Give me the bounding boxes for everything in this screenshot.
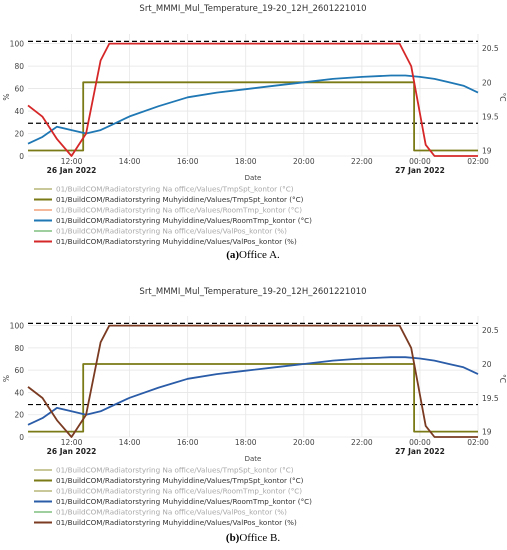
x-tick-label: 22:00	[351, 438, 373, 447]
x-tick-label: 18:00	[235, 157, 257, 166]
legend-entry: 01/BuildCOM/Radiatorstyring Muhyiddine/V…	[56, 216, 312, 225]
caption-label: (b)	[226, 532, 240, 544]
y-tick-label-right: 19.5	[482, 112, 499, 121]
y-tick-label-left: 80	[14, 344, 24, 353]
x-tick-label: 22:00	[351, 157, 373, 166]
figure-caption: (a)Office A.	[226, 249, 280, 261]
y-tick-label-left: 60	[14, 85, 24, 94]
y-tick-label-left: 20	[14, 130, 24, 139]
x-tick-label: 14:00	[119, 157, 141, 166]
chart-panel-a: Srt_MMMI_Mul_Temperature_19-20_12H_26012…	[2, 4, 507, 261]
y-tick-label-right: 20.5	[482, 44, 499, 53]
chart-title: Srt_MMMI_Mul_Temperature_19-20_12H_26012…	[139, 287, 366, 297]
series-line-3	[27, 356, 479, 426]
y-tick-label-left: 20	[14, 411, 24, 420]
legend-entry: 01/BuildCOM/Radiatorstyring Na office/Va…	[56, 206, 302, 215]
x-tick-label: 14:00	[119, 438, 141, 447]
legend-entry: 01/BuildCOM/Radiatorstyring Muhyiddine/V…	[56, 497, 312, 506]
legend-entry: 01/BuildCOM/Radiatorstyring Muhyiddine/V…	[56, 237, 297, 246]
y-tick-label-right: 19	[482, 147, 492, 156]
y-tick-label-right: 20.5	[482, 326, 499, 335]
legend-entry: 01/BuildCOM/Radiatorstyring Muhyiddine/V…	[56, 476, 304, 485]
x-tick-label: 12:00	[61, 157, 83, 166]
series-line-1	[28, 363, 478, 433]
y-axis-label-left: %	[2, 375, 11, 382]
legend-entry: 01/BuildCOM/Radiatorstyring Na office/Va…	[56, 466, 294, 475]
x-tick-label: 20:00	[293, 438, 315, 447]
caption-text: Office A.	[239, 249, 280, 261]
chart-panel-b: Srt_MMMI_Mul_Temperature_19-20_12H_26012…	[2, 287, 507, 544]
x-tick-label: 00:00	[409, 157, 431, 166]
x-axis-label: Date	[245, 455, 262, 463]
y-tick-label-left: 80	[14, 62, 24, 71]
y-tick-label-right: 19	[482, 428, 492, 437]
legend-entry: 01/BuildCOM/Radiatorstyring Na office/Va…	[56, 487, 302, 496]
y-tick-label-left: 60	[14, 366, 24, 375]
caption-label: (a)	[226, 249, 239, 261]
y-tick-label-left: 40	[14, 107, 24, 116]
y-tick-label-right: 19.5	[482, 394, 499, 403]
x-tick-label: 02:00	[467, 157, 489, 166]
y-axis-label-left: %	[2, 93, 11, 100]
y-axis-label-right: °C	[498, 93, 507, 102]
legend-entry: 01/BuildCOM/Radiatorstyring Muhyiddine/V…	[56, 195, 304, 204]
x-date-label: 26 Jan 2022	[47, 166, 97, 175]
series-line-5	[27, 42, 478, 157]
x-tick-label: 16:00	[177, 157, 199, 166]
y-tick-label-right: 20	[482, 360, 492, 369]
x-date-label: 26 Jan 2022	[47, 447, 97, 456]
series-line-1	[28, 81, 478, 152]
x-date-label: 27 Jan 2022	[395, 447, 445, 456]
series-line-5	[27, 324, 478, 438]
caption-text: Office B.	[239, 532, 280, 544]
y-tick-label-left: 40	[14, 388, 24, 397]
y-axis-label-right: °C	[498, 374, 507, 383]
y-tick-label-left: 100	[10, 322, 25, 331]
y-tick-label-left: 0	[19, 433, 24, 442]
x-axis-label: Date	[245, 174, 262, 182]
x-tick-label: 00:00	[409, 438, 431, 447]
legend: 01/BuildCOM/Radiatorstyring Na office/Va…	[34, 466, 312, 527]
x-date-label: 27 Jan 2022	[395, 166, 445, 175]
series-line-3	[27, 74, 479, 145]
legend-entry: 01/BuildCOM/Radiatorstyring Na office/Va…	[56, 227, 287, 236]
x-tick-label: 16:00	[177, 438, 199, 447]
x-tick-label: 20:00	[293, 157, 315, 166]
legend-entry: 01/BuildCOM/Radiatorstyring Na office/Va…	[56, 185, 294, 194]
x-tick-label: 02:00	[467, 438, 489, 447]
figure-caption: (b)Office B.	[226, 532, 280, 544]
legend: 01/BuildCOM/Radiatorstyring Na office/Va…	[34, 185, 312, 246]
y-tick-label-right: 20	[482, 78, 492, 87]
legend-entry: 01/BuildCOM/Radiatorstyring Na office/Va…	[56, 508, 287, 517]
x-tick-label: 18:00	[235, 438, 257, 447]
y-tick-label-left: 100	[10, 40, 25, 49]
legend-entry: 01/BuildCOM/Radiatorstyring Muhyiddine/V…	[56, 518, 297, 527]
x-tick-label: 12:00	[61, 438, 83, 447]
chart-title: Srt_MMMI_Mul_Temperature_19-20_12H_26012…	[139, 4, 366, 14]
y-tick-label-left: 0	[19, 152, 24, 161]
